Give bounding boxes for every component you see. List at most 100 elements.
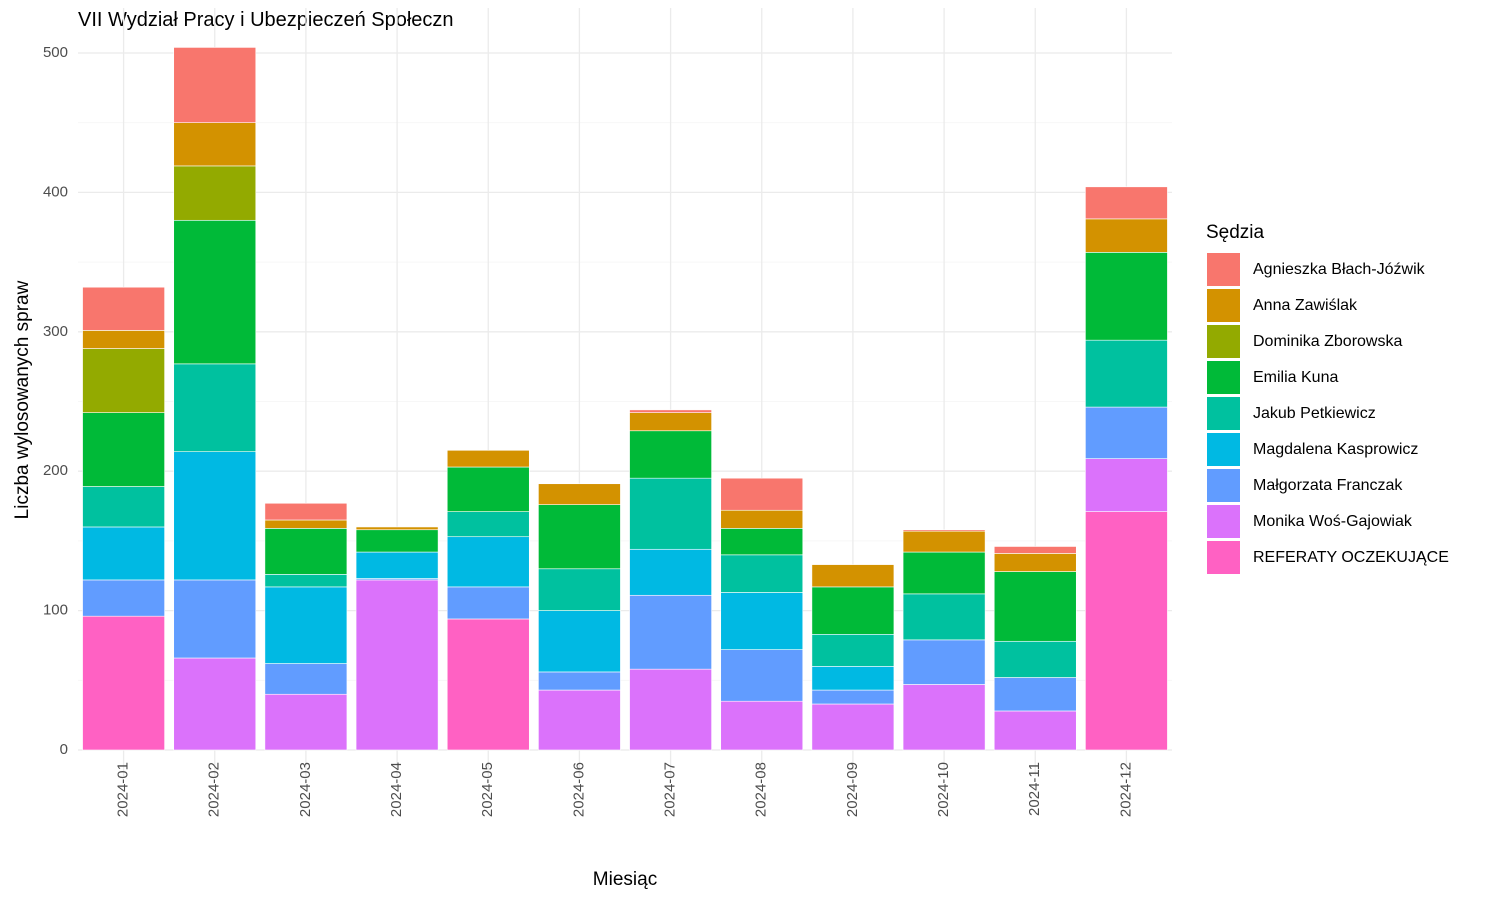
- bar-segment: [1085, 252, 1168, 341]
- bar-segment: [446, 536, 530, 588]
- bar-segment: [629, 594, 712, 670]
- chart-title: VII Wydział Pracy i Ubezpieczeń Społeczn: [78, 9, 454, 31]
- bar-segment: [629, 548, 712, 596]
- bar-segment: [811, 564, 895, 588]
- legend-swatch: [1207, 433, 1240, 466]
- bar-segment: [355, 526, 439, 531]
- bar-segment: [355, 529, 439, 553]
- bar-segment: [446, 586, 530, 620]
- bar-segment: [82, 486, 165, 528]
- bar-segment: [538, 689, 621, 751]
- bar-segment: [82, 348, 165, 413]
- bar-segment: [811, 689, 895, 705]
- x-tick-label: 2024-01: [115, 762, 132, 817]
- bar-segment: [1085, 511, 1168, 751]
- x-tick-label: 2024-02: [206, 762, 223, 817]
- bar-segment: [993, 677, 1077, 712]
- bar-segment: [538, 671, 621, 691]
- bar-segment: [902, 593, 986, 641]
- bar-segment: [173, 451, 257, 581]
- bar-segment: [264, 502, 348, 521]
- bar-segment: [902, 529, 986, 532]
- legend-swatch: [1207, 325, 1240, 358]
- bar-segment: [1085, 339, 1168, 408]
- legend-label: Emilia Kuna: [1253, 369, 1338, 386]
- bar-segment: [720, 700, 804, 751]
- y-tick-label: 300: [43, 323, 68, 340]
- bar-segment: [538, 483, 621, 505]
- x-tick-label: 2024-05: [479, 762, 496, 817]
- bar-segment: [1085, 458, 1168, 512]
- bar-segment: [720, 509, 804, 529]
- bar-segment: [538, 504, 621, 570]
- bar-segment: [629, 412, 712, 432]
- legend: Sędzia Agnieszka Błach-Jóźwik Anna Zawiśl…: [1206, 222, 1449, 574]
- bar-segment: [902, 530, 986, 553]
- bar-segment: [993, 571, 1077, 642]
- bar-segment: [82, 526, 165, 581]
- bar-segment: [538, 568, 621, 611]
- y-tick-label: 500: [43, 44, 68, 61]
- bar-segment: [82, 615, 165, 751]
- legend-label: Monika Woś-Gajowiak: [1253, 513, 1413, 530]
- bar-segment: [720, 528, 804, 556]
- bar-segment: [355, 579, 439, 751]
- bar-segment: [82, 286, 165, 331]
- bar-segment: [993, 640, 1077, 678]
- bar-segment: [173, 657, 257, 751]
- x-axis-title: Miesiąc: [593, 869, 657, 890]
- bar-segment: [173, 122, 257, 167]
- x-tick-label: 2024-06: [570, 762, 587, 817]
- legend-swatch: [1207, 505, 1240, 538]
- bar-segment: [720, 649, 804, 702]
- bar-segment: [1085, 406, 1168, 459]
- legend-label: Dominika Zborowska: [1253, 333, 1402, 350]
- bar-segment: [446, 511, 530, 538]
- bar-segment: [446, 466, 530, 512]
- bar-segment: [173, 579, 257, 659]
- bar-segment: [993, 553, 1077, 572]
- bar-segment: [173, 219, 257, 365]
- bars: [82, 47, 1168, 751]
- bar-segment: [264, 574, 348, 588]
- legend-label: REFERATY OCZEKUJĄCE: [1253, 549, 1449, 566]
- legend-swatch: [1207, 397, 1240, 430]
- legend-swatch: [1207, 469, 1240, 502]
- y-tick-label: 0: [60, 741, 68, 758]
- bar-segment: [264, 693, 348, 751]
- bar-segment: [446, 449, 530, 468]
- bar-segment: [811, 586, 895, 635]
- x-tick-label: 2024-03: [297, 762, 314, 817]
- x-tick-label: 2024-12: [1117, 762, 1134, 817]
- bar-segment: [355, 551, 439, 579]
- x-tick-label: 2024-09: [844, 762, 861, 817]
- legend-swatch: [1207, 289, 1240, 322]
- legend-title: Sędzia: [1206, 222, 1265, 243]
- x-tick-label: 2024-07: [662, 762, 679, 817]
- bar-segment: [82, 330, 165, 349]
- x-axis-ticks: 2024-01 2024-02 2024-03 2024-04 2024-05 2024-…: [115, 762, 1135, 817]
- x-tick-label: 2024-08: [753, 762, 770, 817]
- bar-segment: [1085, 186, 1168, 220]
- bar-segment: [82, 579, 165, 617]
- legend-swatch: [1207, 361, 1240, 394]
- bar-segment: [629, 668, 712, 751]
- bar-segment: [1085, 218, 1168, 253]
- bar-segment: [720, 477, 804, 511]
- legend-label: Magdalena Kasprowicz: [1253, 441, 1418, 458]
- bar-segment: [264, 528, 348, 575]
- bar-segment: [811, 633, 895, 667]
- legend-swatch: [1207, 253, 1240, 286]
- bar-segment: [629, 409, 712, 413]
- x-tick-label: 2024-04: [388, 762, 405, 817]
- y-axis-title: Liczba wylosowanych spraw: [12, 280, 33, 519]
- legend-label: Jakub Petkiewicz: [1253, 405, 1376, 422]
- bar-segment: [629, 430, 712, 479]
- bar-segment: [720, 592, 804, 650]
- bar-segment: [902, 639, 986, 685]
- bar-segment: [902, 551, 986, 595]
- bar-segment: [264, 663, 348, 695]
- bar-segment: [811, 703, 895, 751]
- bar-segment: [629, 477, 712, 550]
- bar-segment: [902, 684, 986, 751]
